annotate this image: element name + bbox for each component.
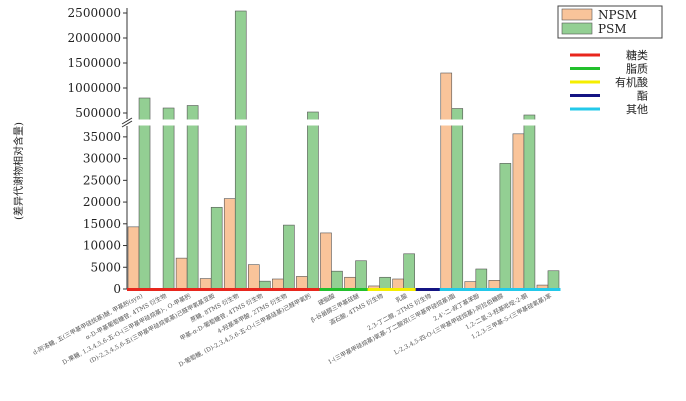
bar-npsm <box>127 226 140 290</box>
y-tick-label: 5000 <box>90 260 121 274</box>
group-legend-line <box>570 53 600 57</box>
lower-axis-group: 0 5000 10000 15000 20000 25000 30000 35000 <box>83 117 133 296</box>
y-tick-label: 500000 <box>75 106 121 120</box>
axis-break-mark <box>121 117 133 125</box>
group-color-strip <box>127 288 561 291</box>
category-label: 乳酸 <box>394 292 408 305</box>
y-tick-label: 30000 <box>83 152 121 166</box>
group-strip-segment <box>463 288 489 291</box>
bar-break-gap <box>439 119 453 126</box>
bar-npsm <box>464 281 477 290</box>
bar-psm <box>210 206 223 290</box>
group-strip-segment <box>511 288 537 291</box>
group-legend-label: 酯 <box>637 90 648 103</box>
group-strip-segment <box>295 288 320 291</box>
bar-psm <box>259 280 271 290</box>
bar-npsm <box>199 278 212 290</box>
group-strip-segment <box>223 288 248 291</box>
bar-npsm <box>296 276 308 290</box>
bar-npsm <box>248 264 260 290</box>
y-tick-label: 1500000 <box>68 56 121 70</box>
group-legend-label: 有机酸 <box>615 75 648 89</box>
group-legend-label: 其他 <box>626 103 648 116</box>
y-axis-label: (差异代谢物相对含量) <box>12 122 25 220</box>
bar-npsm <box>272 278 284 290</box>
group-strip-segment <box>343 288 369 291</box>
group-strip-segment <box>391 288 417 291</box>
group-strip-segment <box>127 288 152 291</box>
bar-break-gap <box>306 119 320 126</box>
bar-psm <box>499 163 512 290</box>
y-tick-label: 20000 <box>83 195 121 209</box>
bar-psm <box>307 111 319 290</box>
y-tick-label: 25000 <box>83 173 121 187</box>
bars-group <box>127 10 560 290</box>
bar-npsm <box>344 276 356 290</box>
group-legend-line <box>570 94 600 97</box>
bar-npsm <box>512 133 525 290</box>
legend-swatch <box>561 8 593 21</box>
group-strip-segment <box>319 288 344 291</box>
group-strip-segment <box>271 288 296 291</box>
bar-npsm <box>320 232 332 290</box>
group-strip-segment <box>247 288 272 291</box>
bar-break-gap <box>234 119 248 126</box>
bar-psm <box>162 107 175 290</box>
y-tick-label: 10000 <box>83 239 121 253</box>
bar-break-gap <box>522 119 536 126</box>
bar-psm <box>138 97 151 290</box>
upper-axis-group: 500000 1000000 1500000 2000000 2500000 <box>68 6 128 120</box>
group-legend-line <box>570 67 600 70</box>
bar-psm <box>403 253 415 290</box>
category-labels-group: d-阿洛糖, 五(三甲基甲硅烷基)醚, 甲基肟(syn)α-D-甲基葡萄糖苷, … <box>31 292 552 369</box>
y-tick-label: 1000000 <box>68 81 121 95</box>
bar-break-gap <box>138 119 152 126</box>
group-strip-segment <box>367 288 393 291</box>
bar-psm <box>283 224 295 290</box>
y-tick-label: 35000 <box>83 130 121 144</box>
bar-psm <box>547 270 560 290</box>
group-strip-segment <box>487 288 513 291</box>
bar-psm <box>475 268 488 290</box>
legend-label: PSM <box>598 22 627 36</box>
bar-psm <box>523 114 536 290</box>
group-strip-segment <box>535 288 561 291</box>
group-strip-segment <box>439 288 465 291</box>
group-legend-label: 糖类 <box>626 48 648 62</box>
bar-npsm <box>175 257 188 290</box>
legend-label: NPSM <box>598 8 637 22</box>
group-legend-label: 脂质 <box>626 62 648 76</box>
bar-break-gap <box>162 119 176 126</box>
y-tick-label: 0 <box>113 282 121 296</box>
axis-break-mark <box>121 120 133 128</box>
group-strip-segment <box>175 288 200 291</box>
bar-npsm <box>223 198 236 290</box>
group-legend-line <box>570 107 600 111</box>
y-tick-label: 15000 <box>83 217 121 231</box>
bar-psm <box>331 270 343 290</box>
bar-break-gap <box>186 119 200 126</box>
group-strip-segment <box>151 288 176 291</box>
group-strip-segment <box>199 288 224 291</box>
y-tick-label: 2000000 <box>68 31 121 45</box>
bar-break-gap <box>450 119 464 126</box>
bar-psm <box>355 260 367 290</box>
group-legend-line <box>570 80 600 84</box>
bar-npsm <box>440 72 453 290</box>
legend-swatch <box>561 22 593 35</box>
y-tick-label: 2500000 <box>68 6 121 20</box>
bar-psm <box>379 276 391 290</box>
bar-psm <box>186 105 199 290</box>
bar-psm <box>451 108 464 290</box>
bar-psm <box>234 10 247 290</box>
bar-npsm <box>392 278 404 290</box>
group-strip-segment <box>415 288 441 291</box>
bar-npsm <box>488 280 501 290</box>
